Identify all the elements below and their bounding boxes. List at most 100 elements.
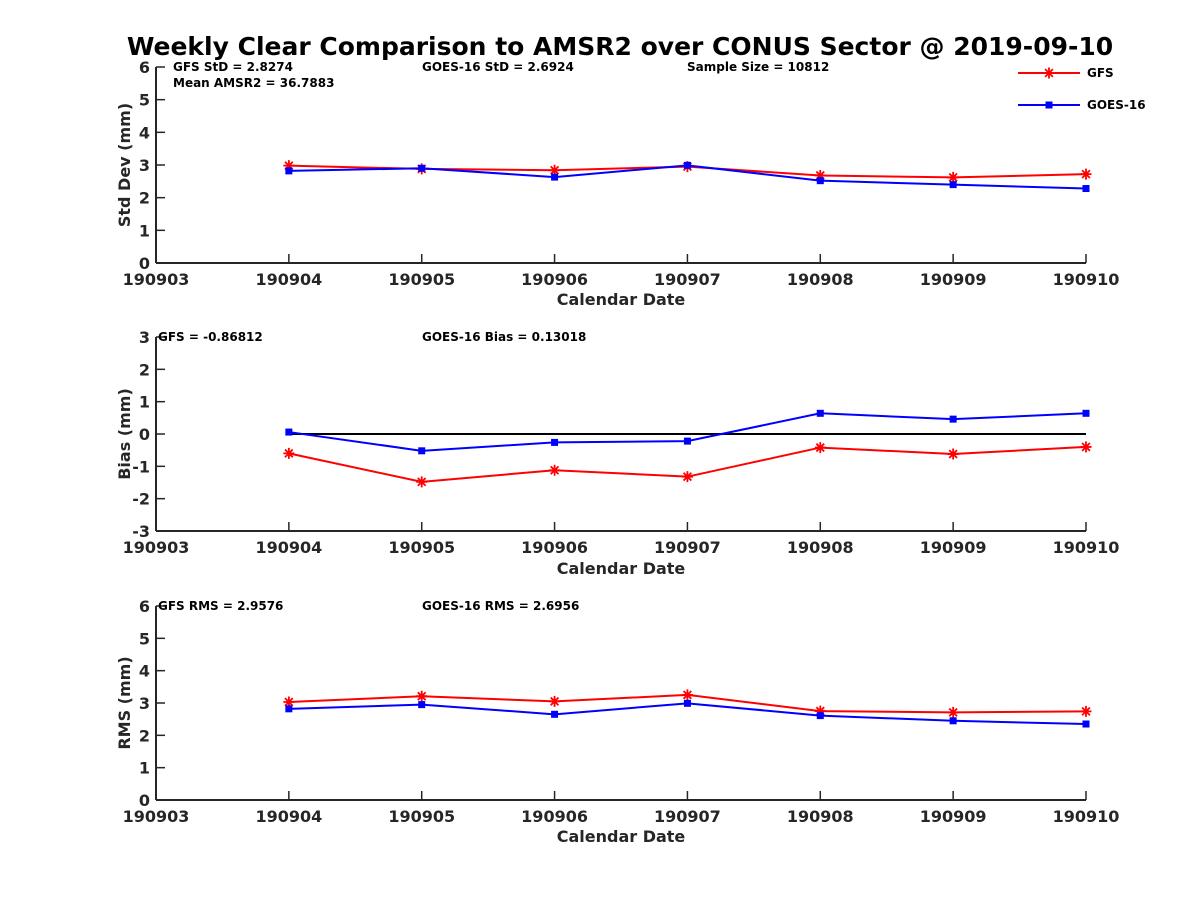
legend: GFS GOES-16: [1018, 66, 1146, 112]
x-tick-label: 190910: [1053, 807, 1120, 826]
x-tick-label: 190908: [787, 538, 854, 557]
y-tick-label: 0: [139, 425, 150, 444]
data-point: [814, 705, 826, 717]
x-tick-label: 190910: [1053, 270, 1120, 289]
y-tick-label: 2: [139, 726, 150, 745]
y-tick-label: 2: [139, 189, 150, 208]
x-tick-label: 190909: [920, 270, 987, 289]
stat-annotation: GFS RMS = 2.9576: [158, 599, 283, 613]
data-point: [949, 717, 957, 725]
y-axis-label: Bias (mm): [115, 388, 134, 480]
data-point: [283, 447, 295, 459]
x-tick-label: 190904: [255, 807, 322, 826]
y-tick-label: -3: [132, 522, 150, 541]
y-tick-label: -1: [132, 457, 150, 476]
data-point: [551, 710, 559, 718]
data-point: [681, 471, 693, 483]
legend-marker: [1045, 101, 1053, 109]
x-tick-label: 190907: [654, 807, 721, 826]
series-gfs: [283, 441, 1092, 488]
x-tick-label: 190908: [787, 807, 854, 826]
panel-3: 0 1 2 3 4 5 6 190903 190904 190905 190906 190907 190…: [115, 597, 1119, 846]
stat-annotation: GOES-16 StD = 2.6924: [422, 60, 574, 74]
x-tick-label: 190910: [1053, 538, 1120, 557]
y-tick-label: 4: [139, 662, 150, 681]
data-point: [816, 712, 824, 720]
stat-annotation: GOES-16 RMS = 2.6956: [422, 599, 579, 613]
y-tick-label: 6: [139, 597, 150, 616]
x-tick-label: 190906: [521, 807, 588, 826]
x-tick-label: 190906: [521, 538, 588, 557]
data-point: [1080, 705, 1092, 717]
x-tick-label: 190904: [255, 538, 322, 557]
legend-entry: GOES-16: [1087, 98, 1146, 112]
data-point: [814, 169, 826, 181]
data-point: [549, 164, 561, 176]
y-tick-label: 2: [139, 360, 150, 379]
data-point: [549, 695, 561, 707]
x-tick-label: 190909: [920, 538, 987, 557]
panel-1: 0 1 2 3 4 5 6 190903 190904 190905 190906 190907 190…: [115, 58, 1146, 309]
y-axis-label: Std Dev (mm): [115, 103, 134, 227]
y-tick-label: 6: [139, 58, 150, 77]
x-axis-label: Calendar Date: [557, 290, 686, 309]
data-point: [1080, 441, 1092, 453]
x-axis-label: Calendar Date: [557, 827, 686, 846]
data-point: [285, 705, 293, 713]
y-tick-label: 1: [139, 393, 150, 412]
y-tick-label: 0: [139, 791, 150, 810]
stat-annotation: GOES-16 Bias = 0.13018: [422, 330, 586, 344]
stat-annotation: GFS = -0.86812: [158, 330, 263, 344]
y-tick-label: 5: [139, 629, 150, 648]
y-tick-label: 3: [139, 328, 150, 347]
data-point: [683, 437, 691, 445]
y-tick-label: 3: [139, 694, 150, 713]
x-tick-label: 190907: [654, 538, 721, 557]
x-tick-label: 190903: [123, 538, 190, 557]
x-tick-label: 190905: [388, 807, 455, 826]
series-goes-16: [285, 699, 1090, 728]
chart-panels: 0 1 2 3 4 5 6 190903 190904 190905 190906 190907 190…: [115, 58, 1146, 846]
data-point: [949, 415, 957, 423]
series-gfs: [283, 689, 1092, 718]
series-line: [288, 412, 1087, 452]
legend-entry: GFS: [1087, 66, 1114, 80]
x-tick-label: 190905: [388, 270, 455, 289]
y-tick-label: -2: [132, 490, 150, 509]
data-point: [947, 706, 959, 718]
data-point: [816, 177, 824, 185]
y-tick-label: 1: [139, 759, 150, 778]
data-point: [1080, 168, 1092, 180]
data-point: [1082, 185, 1090, 193]
data-point: [549, 464, 561, 476]
data-point: [947, 448, 959, 460]
y-tick-label: 1: [139, 221, 150, 240]
data-point: [418, 447, 426, 455]
data-point: [418, 164, 426, 172]
data-point: [683, 161, 691, 169]
series-goes-16: [285, 409, 1090, 455]
chart-title: Weekly Clear Comparison to AMSR2 over CO…: [127, 32, 1113, 61]
stat-annotation: GFS StD = 2.8274: [173, 60, 293, 74]
legend-marker: [1043, 67, 1055, 79]
data-point: [947, 171, 959, 183]
data-point: [416, 476, 428, 488]
x-tick-label: 190907: [654, 270, 721, 289]
x-tick-label: 190906: [521, 270, 588, 289]
y-tick-label: 4: [139, 123, 150, 142]
data-point: [949, 181, 957, 189]
x-axis-label: Calendar Date: [557, 559, 686, 578]
data-point: [285, 428, 293, 436]
x-tick-label: 190908: [787, 270, 854, 289]
x-tick-label: 190903: [123, 270, 190, 289]
data-point: [283, 696, 295, 708]
data-point: [416, 690, 428, 702]
y-tick-label: 3: [139, 156, 150, 175]
data-point: [1082, 409, 1090, 417]
x-tick-label: 190909: [920, 807, 987, 826]
y-tick-label: 5: [139, 91, 150, 110]
series-goes-16: [285, 161, 1090, 193]
data-point: [551, 438, 559, 446]
data-point: [816, 409, 824, 417]
panel-2: -3 -2 -1 0 1 2 3 190903 190904 190905 190906 190907…: [115, 328, 1119, 578]
